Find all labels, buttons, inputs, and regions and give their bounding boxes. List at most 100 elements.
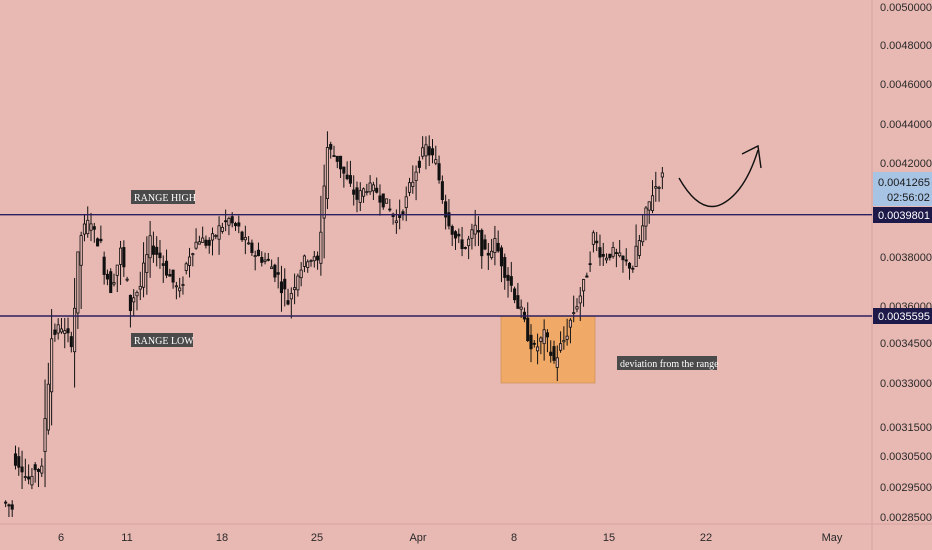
candle-body <box>201 237 205 243</box>
candle-body <box>266 258 270 261</box>
candle-body <box>519 306 523 310</box>
candle-body <box>20 466 24 473</box>
candle-body <box>263 259 267 262</box>
y-tick-label: 0.0048000 <box>880 40 932 52</box>
current-price-value: 0.0041265 <box>878 177 930 189</box>
candle-body <box>164 260 169 276</box>
candle-body <box>56 324 60 334</box>
candle-body <box>371 184 375 192</box>
candle-body <box>378 195 382 203</box>
candle-body <box>355 187 359 200</box>
curved-arrow-icon <box>678 149 759 208</box>
candle-body <box>647 201 651 211</box>
candle-body <box>490 250 494 258</box>
candle-body <box>368 182 372 193</box>
candle-body <box>96 238 100 247</box>
candle-body <box>503 257 507 278</box>
candle-body <box>13 453 18 466</box>
range-low-price-value: 0.0035595 <box>878 311 930 323</box>
candle-body <box>181 284 185 286</box>
candle-body <box>624 259 628 262</box>
candle-body <box>595 240 599 244</box>
candle-body <box>10 504 14 510</box>
candle-body <box>421 147 425 157</box>
candle-body <box>109 271 113 294</box>
candle-body <box>352 189 356 195</box>
candle-body <box>283 278 287 290</box>
candle-body <box>516 295 520 309</box>
candle-body <box>509 276 513 286</box>
candle-body <box>496 242 500 252</box>
candle-body <box>82 223 86 235</box>
y-tick-label: 0.0029500 <box>880 482 932 494</box>
candle-body <box>532 342 536 345</box>
candle-body <box>161 263 165 266</box>
candle-body <box>4 501 8 504</box>
candle-body <box>604 257 609 261</box>
candle-body <box>187 256 192 266</box>
candle-body <box>210 233 215 241</box>
candle-body <box>63 330 67 334</box>
candle-body <box>375 187 379 193</box>
x-tick-label: 18 <box>216 532 228 544</box>
candle-body <box>644 207 648 227</box>
candle-body <box>414 171 418 182</box>
candle-body <box>572 312 576 314</box>
candle-body <box>204 239 208 246</box>
x-axis-ticks: 6 11 18 25 Apr 8 15 22 May <box>58 532 843 544</box>
candle-body <box>59 328 64 333</box>
candle-body <box>348 175 352 184</box>
candle-body <box>575 306 579 310</box>
candle-body <box>316 255 320 261</box>
candle-body <box>319 231 323 264</box>
deviation-box <box>500 315 596 384</box>
candle-body <box>142 262 146 288</box>
candle-body <box>174 285 178 288</box>
candle-body <box>89 223 93 231</box>
candle-body <box>293 287 297 291</box>
candle-body <box>7 504 11 507</box>
candle-body <box>473 224 477 235</box>
candle-body <box>79 235 83 266</box>
candle-body <box>549 351 553 356</box>
candle-body <box>237 222 241 227</box>
y-tick-label: 0.0028500 <box>880 512 932 524</box>
candle-body <box>335 155 339 162</box>
candle-body <box>158 252 162 259</box>
candle-body <box>650 195 655 211</box>
candle-body <box>309 260 313 262</box>
candle-body <box>559 343 563 351</box>
candle-body <box>253 255 257 258</box>
y-tick-label: 0.0042000 <box>880 158 932 170</box>
candle-body <box>411 181 415 187</box>
candle-body <box>224 220 228 223</box>
candle-body <box>30 475 34 486</box>
x-tick-label: 22 <box>700 532 712 544</box>
candle-body <box>92 226 96 230</box>
candle-body <box>457 233 461 237</box>
candle-body <box>43 418 47 452</box>
candle-body <box>631 267 635 270</box>
candle-body <box>46 383 50 431</box>
candle-body <box>486 252 490 256</box>
candle-body <box>178 287 182 292</box>
candle-body <box>621 255 625 261</box>
candle-body <box>112 282 116 285</box>
candle-body <box>329 143 333 150</box>
y-tick-label: 0.0031500 <box>880 422 932 434</box>
candle-body <box>214 235 218 237</box>
deviation-label-text: deviation from the range <box>620 359 719 370</box>
y-tick-label: 0.0038000 <box>880 252 932 264</box>
range-high-label-text: RANGE HIGH <box>134 193 196 204</box>
candle-body <box>506 274 510 281</box>
candle-body <box>155 246 159 255</box>
candle-body <box>539 337 543 342</box>
candle-body <box>306 261 310 268</box>
candle-body <box>325 147 329 200</box>
candle-body <box>394 220 398 224</box>
candle-body <box>342 166 346 174</box>
candle-body <box>578 295 582 304</box>
x-tick-label: 6 <box>58 532 64 544</box>
